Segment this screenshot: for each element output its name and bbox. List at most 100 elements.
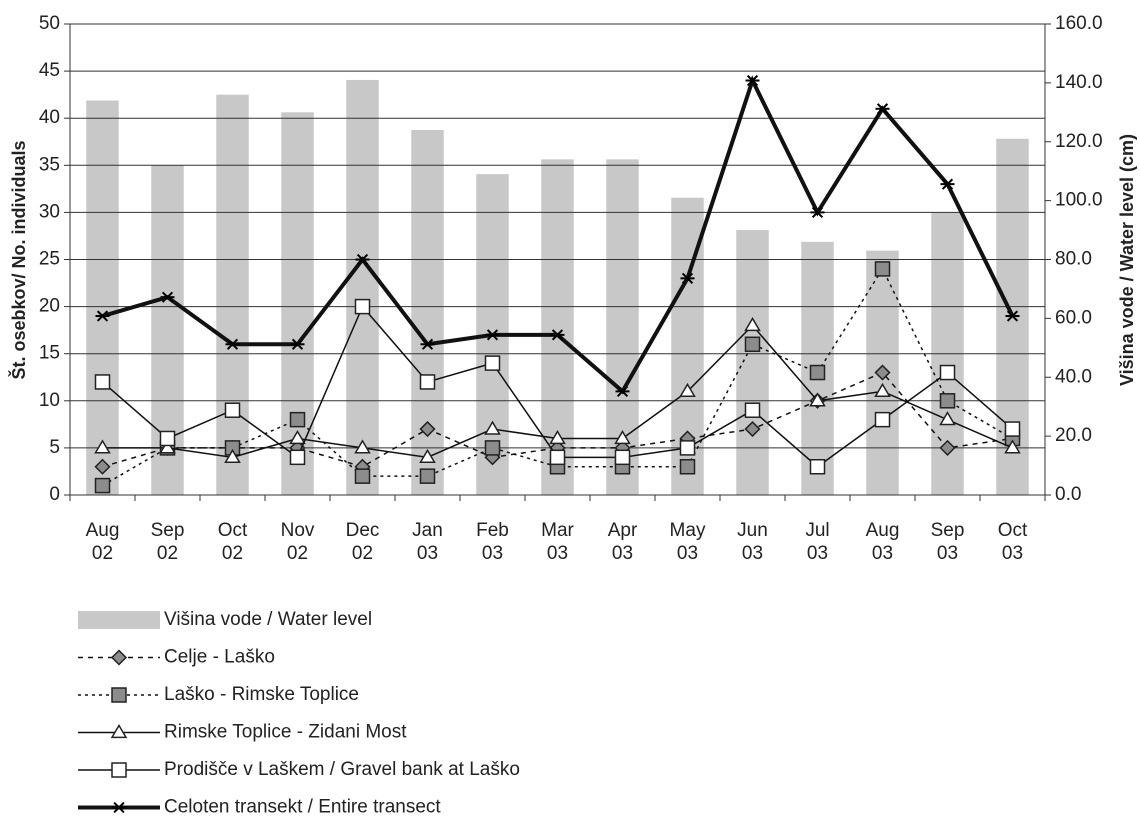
marker-stroke: [811, 206, 824, 219]
marker: [744, 420, 761, 438]
marker: [419, 448, 436, 463]
marker-stroke: [226, 338, 239, 350]
marker: [419, 468, 436, 484]
x-tick-label: Oct 03: [998, 520, 1028, 564]
bar: [86, 100, 119, 495]
marker-stroke: [113, 801, 125, 814]
bar: [411, 129, 444, 495]
y2-tick-label: 120.0: [1055, 131, 1103, 152]
marker: [940, 178, 955, 190]
marker: [484, 420, 501, 435]
marker: [94, 477, 111, 494]
y-tick-label: 30: [39, 201, 60, 222]
marker: [549, 430, 566, 445]
marker: [419, 374, 436, 390]
y2-tick-label: 40.0: [1055, 366, 1092, 387]
x-tick-label: May 03: [670, 520, 706, 564]
marker: [485, 329, 500, 341]
marker-stroke: [421, 338, 434, 350]
marker: [939, 393, 956, 409]
marker: [744, 316, 761, 332]
marker: [420, 338, 435, 350]
marker: [874, 411, 891, 428]
bar: [736, 230, 769, 495]
marker: [680, 272, 695, 284]
marker: [484, 355, 501, 371]
marker-stroke: [356, 253, 369, 266]
marker-stroke: [876, 103, 889, 115]
y-tick-label: 15: [39, 343, 60, 364]
marker: [745, 74, 760, 87]
y-tick-label: 20: [39, 296, 60, 317]
x-tick-label: Apr 03: [608, 520, 638, 564]
marker: [679, 382, 696, 398]
marker: [1005, 310, 1020, 322]
marker: [111, 762, 127, 778]
y-tick-label: 35: [39, 154, 60, 175]
marker: [744, 336, 761, 353]
x-tick-label: Feb 03: [476, 520, 509, 564]
marker: [874, 261, 891, 277]
marker: [354, 468, 371, 484]
y-tick-label: 10: [39, 390, 60, 411]
marker: [160, 291, 175, 303]
marker: [159, 439, 176, 454]
marker: [550, 329, 565, 341]
marker: [679, 458, 696, 475]
y-tick-label: 45: [39, 60, 60, 81]
marker-stroke: [1006, 310, 1019, 322]
line: [102, 371, 1013, 468]
marker: [484, 440, 501, 456]
marker-stroke: [681, 272, 694, 284]
marker: [354, 439, 371, 454]
x-tick-label: Aug 03: [866, 520, 900, 564]
x-tick-label: Sep 03: [931, 520, 965, 564]
marker-stroke: [161, 291, 174, 303]
marker: [95, 310, 110, 322]
x-tick-label: Nov 02: [281, 520, 315, 564]
marker: [874, 382, 891, 398]
marker: [290, 338, 305, 350]
x-tick-label: Jan 03: [412, 520, 443, 564]
y-tick-label: 40: [39, 107, 60, 128]
marker-stroke: [616, 385, 629, 397]
x-tick-label: Jun 03: [737, 520, 768, 564]
marker: [419, 420, 436, 438]
y-tick-label: 0: [49, 484, 60, 505]
marker: [939, 364, 956, 381]
marker: [111, 687, 127, 703]
y2-tick-label: 140.0: [1055, 72, 1103, 93]
marker: [809, 458, 826, 475]
x-tick-label: Dec 02: [346, 520, 380, 564]
y-tick-label: 25: [39, 249, 60, 270]
marker: [354, 298, 371, 315]
marker: [809, 392, 826, 407]
marker: [289, 430, 306, 445]
y2-tick-label: 80.0: [1055, 249, 1092, 270]
marker-stroke: [486, 329, 499, 341]
marker: [874, 364, 891, 381]
marker-stroke: [551, 329, 564, 341]
marker: [159, 430, 176, 447]
x-tick-label: Oct 02: [218, 520, 248, 564]
y-axis-title: Št. osebkov/ No. individuals: [8, 140, 29, 379]
marker: [225, 338, 240, 350]
marker-stroke: [96, 310, 109, 322]
marker: [110, 724, 128, 739]
marker: [614, 430, 631, 445]
bar: [346, 79, 379, 496]
marker: [94, 439, 111, 454]
legend-label: Rimske Toplice - Zidani Most: [164, 722, 407, 743]
y2-tick-label: 60.0: [1055, 307, 1092, 328]
marker-stroke: [746, 74, 759, 87]
marker: [1004, 439, 1021, 454]
marker: [939, 439, 956, 456]
marker: [614, 449, 631, 466]
y-tick-label: 5: [49, 437, 60, 458]
marker: [549, 449, 566, 466]
marker: [224, 448, 241, 463]
marker: [110, 649, 128, 666]
marker: [875, 103, 890, 115]
x-tick-label: Sep 02: [151, 520, 185, 564]
